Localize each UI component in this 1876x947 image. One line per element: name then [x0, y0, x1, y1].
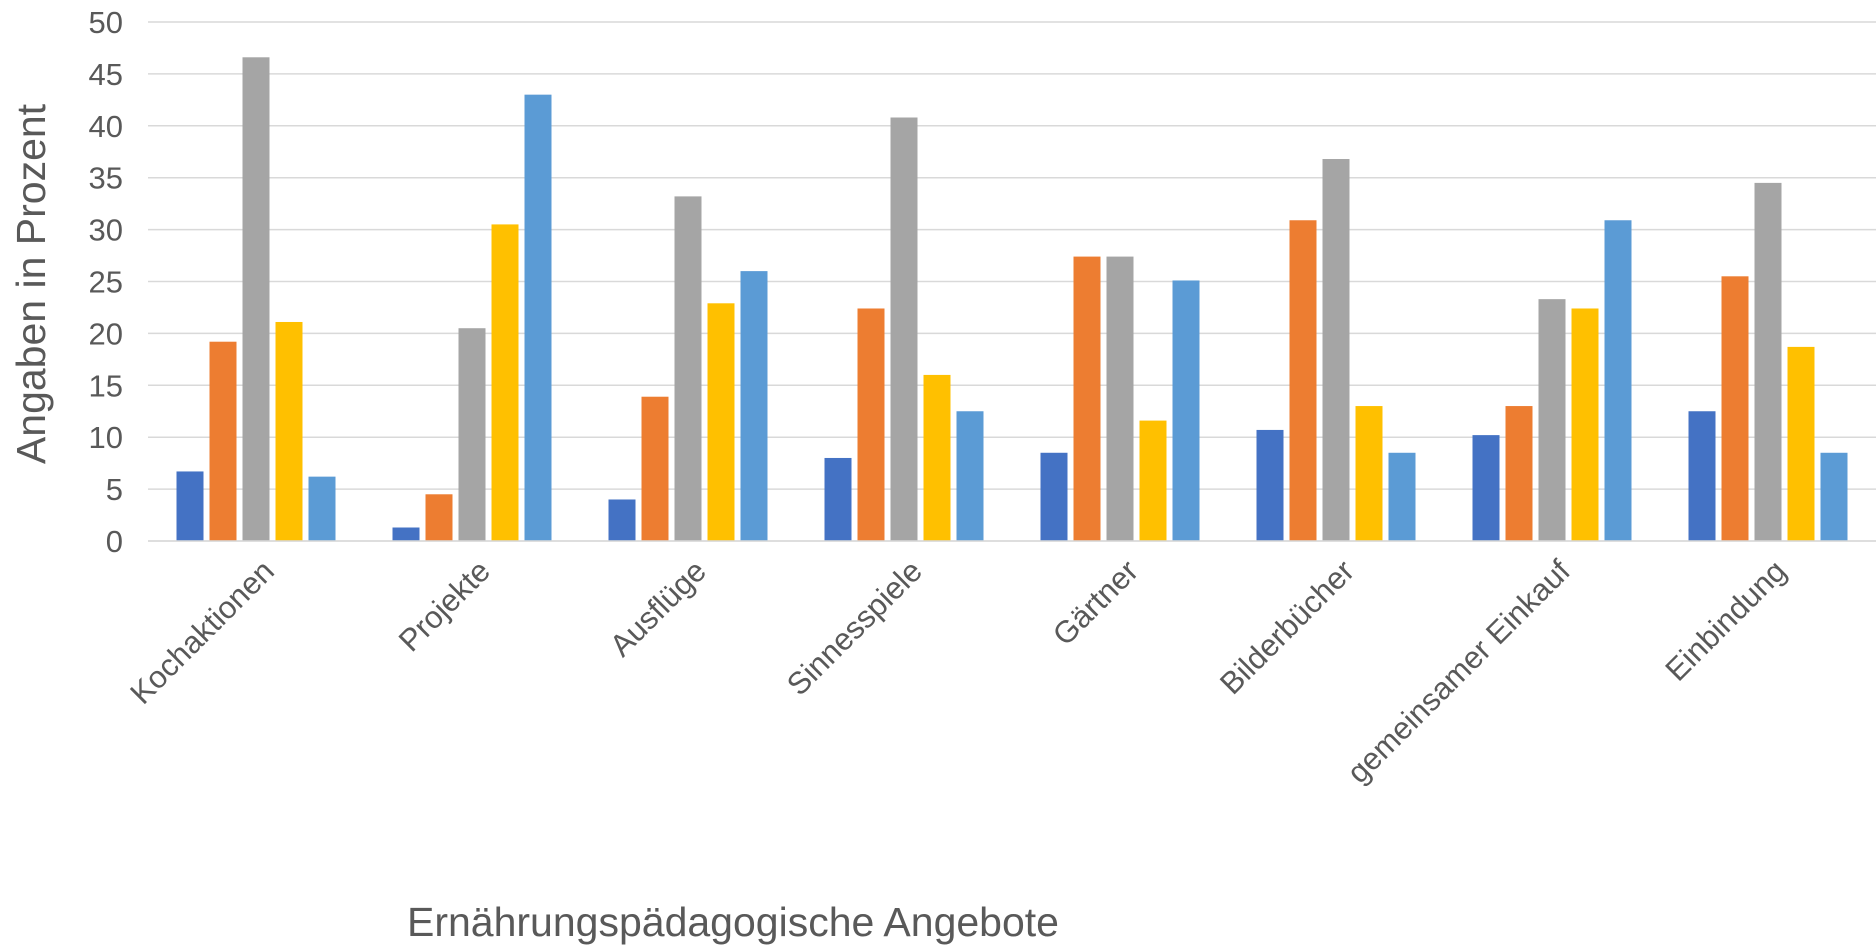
y-tick-label: 5 — [106, 472, 123, 507]
bar — [491, 224, 519, 541]
bar — [1754, 182, 1782, 541]
x-tick-label: Projekte — [392, 553, 497, 658]
x-tick-label: Bilderbücher — [1213, 553, 1361, 701]
y-tick-label: 0 — [106, 524, 123, 559]
x-tick-label: Einbindung — [1659, 553, 1793, 687]
bar — [857, 308, 885, 541]
x-axis-ticks: Kochaktionen Projekte Ausflüge Sinnesspiele… — [123, 553, 1793, 790]
bar — [641, 396, 669, 541]
bar — [458, 328, 486, 541]
bar — [707, 303, 735, 541]
y-axis-ticks: 0 5 10 15 20 25 30 35 40 45 50 — [89, 5, 123, 559]
bar — [1538, 299, 1566, 541]
bar — [956, 411, 984, 541]
x-tick-label: Kochaktionen — [123, 553, 281, 711]
x-tick-label: Sinnesspiele — [780, 553, 929, 702]
bar — [1787, 346, 1815, 541]
bar — [1721, 276, 1749, 541]
y-tick-label: 50 — [89, 5, 123, 40]
bar — [275, 321, 303, 541]
bar — [1322, 159, 1350, 542]
bar — [923, 374, 951, 541]
bar — [608, 499, 636, 541]
y-tick-label: 40 — [89, 109, 123, 144]
bar — [1073, 256, 1101, 541]
x-axis-title: Ernährungspädagogische Angebote — [407, 899, 1059, 945]
bar — [1505, 406, 1533, 541]
gridlines — [148, 21, 1876, 542]
bar — [1472, 435, 1500, 541]
y-tick-label: 15 — [89, 368, 123, 403]
bar — [242, 57, 270, 542]
bar — [1355, 406, 1383, 541]
bar — [1604, 220, 1632, 541]
bar — [392, 527, 420, 541]
bar — [425, 494, 453, 541]
bar — [1820, 452, 1848, 541]
bar — [1256, 429, 1284, 541]
bar — [1289, 220, 1317, 541]
y-tick-label: 35 — [89, 161, 123, 196]
bar — [1688, 411, 1716, 541]
x-tick-label: Gärtner — [1046, 553, 1145, 652]
bar — [524, 94, 552, 541]
bar — [176, 471, 204, 541]
y-tick-label: 30 — [89, 213, 123, 248]
bar — [740, 271, 768, 541]
bar — [1172, 280, 1200, 541]
y-tick-label: 25 — [89, 265, 123, 300]
bar — [1571, 308, 1599, 541]
y-tick-label: 45 — [89, 57, 123, 92]
bar — [1040, 452, 1068, 541]
x-tick-label: gemeinsamer Einkauf — [1340, 553, 1577, 790]
bar — [1139, 420, 1167, 541]
bar — [1388, 452, 1416, 541]
bar — [890, 117, 918, 541]
x-tick-label: Ausflüge — [603, 553, 713, 663]
bars — [148, 57, 1876, 542]
bar — [824, 457, 852, 541]
bar — [1106, 256, 1134, 541]
y-tick-label: 10 — [89, 420, 123, 455]
bar — [308, 476, 336, 541]
y-tick-label: 20 — [89, 316, 123, 351]
y-axis-title: Angaben in Prozent — [8, 103, 54, 464]
bar — [209, 341, 237, 541]
bar — [674, 196, 702, 541]
